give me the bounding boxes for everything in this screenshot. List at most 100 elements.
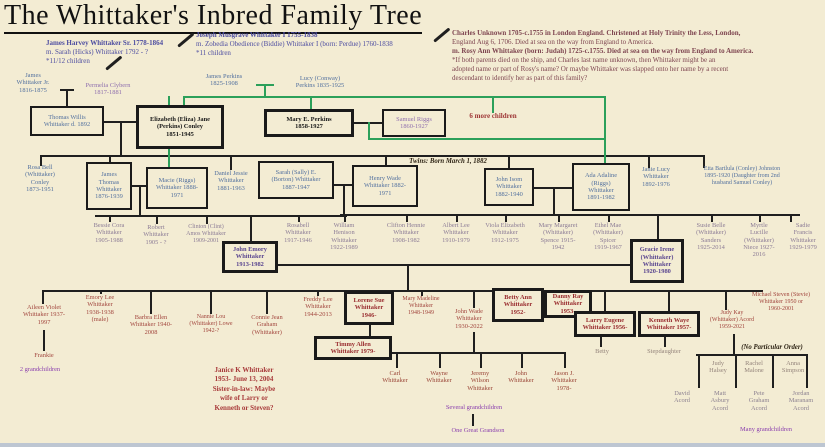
connector-line xyxy=(473,332,475,352)
connector-line xyxy=(40,155,42,166)
connector-line xyxy=(759,214,761,222)
danny-ray-whittaker: Danny Ray Whittaker 1953- xyxy=(544,290,592,318)
freddy-lee-whittaker: Freddy Lee Whittaker 1944-2013 xyxy=(303,296,333,318)
john-whittaker: John Whittaker xyxy=(508,370,534,385)
larry-eugene-whittaker: Larry Eugene Whittaker 1956- xyxy=(574,311,636,337)
rachel-malone: Rachel Malone xyxy=(744,360,764,375)
thomas-willis-whittaker: Thomas Willis Whittaker d. 1892 xyxy=(30,106,104,136)
clinton-amos-whittaker: Clinton (Clint) Amos Whittaker 1909-2001 xyxy=(186,224,226,244)
barbra-ellen-whittaker: Barbra Ellen Whittaker 1940- 2008 xyxy=(129,314,173,336)
john-wade-whittaker: John Wade Whittaker 1930-2022 xyxy=(455,308,483,330)
connector-line xyxy=(95,215,347,217)
green-connector-line xyxy=(264,84,266,96)
note-many-grandchildren: Many grandchildren xyxy=(740,426,792,433)
janie-lucy-whittaker: Janie Lucy Whittaker 1892-1976 xyxy=(642,166,670,188)
connector-line xyxy=(340,214,800,216)
anna-simpson: Anna Simpson xyxy=(781,360,805,375)
green-connector-line xyxy=(183,96,185,105)
connector-line xyxy=(558,214,560,222)
note-joseph-musgrave: Joseph Musgrave Whittaker I 1755-1838 m. … xyxy=(196,31,393,58)
jordan-maranam-acord: Jordan Maranam Acord xyxy=(788,390,814,412)
david-acord: David Acord xyxy=(674,390,690,405)
elizabeth-jane-conley: Elizabeth (Eliza) Jane (Perkins) Conley 18… xyxy=(136,105,224,149)
michael-steven-whittaker: Michael Steven (Stevie) Whittaker 1950 or… xyxy=(752,292,810,312)
note-no-particular-order: (No Particular Order) xyxy=(741,344,803,351)
henry-wade-whittaker: Henry Wade Whittaker 1882- 1971 xyxy=(352,165,418,207)
susie-belle-sanders: Susie Belle (Whittaker) Sanders 1925-2014 xyxy=(696,222,726,252)
rosa-bell-conley: Rosa Bell (Whittaker) Conley 1873-1951 xyxy=(25,164,55,194)
bottom-edge-strip xyxy=(0,443,825,447)
connector-line xyxy=(790,214,792,222)
connector-line xyxy=(521,352,523,368)
macie-riggs-whittaker: Macie (Riggs) Whittaker 1888- 1971 xyxy=(146,167,208,209)
james-thomas-whittaker: James Thomas Whittaker 1876-1939 xyxy=(86,162,132,210)
connector-line xyxy=(317,290,319,296)
timmy-allen-whittaker: Timmy Allen Whittaker 1979- xyxy=(314,336,392,360)
connector-line xyxy=(456,214,458,222)
connector-line xyxy=(711,214,713,222)
viola-elizabeth-whittaker: Viola Elizabeth Whittaker 1912-1975 xyxy=(485,222,525,244)
carl-whittaker: Carl Whittaker xyxy=(382,370,408,385)
note-one-great-grandson: One Great Grandson xyxy=(451,427,505,434)
note-several-grandchildren: Several grandchildren xyxy=(445,404,503,411)
connector-line xyxy=(230,155,232,170)
etta-bartlula-johnston: Etta Bartlula (Conley) Johnston 1895-1920… xyxy=(703,166,781,186)
lorene-sue-whittaker: Lorene Sue Whittaker 1946- xyxy=(344,291,394,325)
connector-line xyxy=(735,354,737,388)
note-janice: Janice K Whittaker 1953- June 13, 2004 Sis… xyxy=(212,366,276,412)
connector-line xyxy=(564,352,566,368)
connector-line xyxy=(648,155,650,168)
connector-line xyxy=(278,264,630,266)
stepdaughter: Stepdaughter xyxy=(647,348,681,355)
connector-line xyxy=(553,187,555,214)
rosabell-whittaker: Rosabell Whittaker 1917-1946 xyxy=(284,222,312,244)
connector-line xyxy=(250,215,252,241)
connector-line xyxy=(392,352,566,354)
note-charles-unknown: Charles Unknown 1705-c.1755 in London En… xyxy=(452,29,754,82)
connector-line xyxy=(505,214,507,222)
connector-line xyxy=(698,354,700,388)
connector-line xyxy=(696,354,808,356)
judy-kay-acord: Judy Kay (Whittaker) Acord 1959-2021 xyxy=(709,310,755,330)
pete-graham-acord: Pete Graham Acord xyxy=(748,390,770,412)
connector-line xyxy=(109,215,111,222)
connector-line xyxy=(508,155,510,168)
green-connector-line xyxy=(183,96,604,98)
connector-line xyxy=(298,215,300,222)
connector-line xyxy=(385,155,387,165)
wayne-whittaker: Wayne Whittaker xyxy=(426,370,452,385)
jeremy-wilson-whittaker: Jeremy Wilson Whittaker xyxy=(467,370,493,392)
connector-line xyxy=(608,214,610,222)
nannie-lou-lowe: Nannie Lou (Whittaker) Lowe 1942-? xyxy=(189,314,233,334)
connector-line xyxy=(206,215,208,224)
permelia-clybern: Permelia Clybern 1817-1881 xyxy=(85,82,131,97)
green-connector-line xyxy=(368,138,604,140)
connector-line xyxy=(600,337,602,347)
green-connector-line xyxy=(310,96,312,109)
green-connector-line xyxy=(492,96,494,113)
connector-line xyxy=(109,155,111,162)
connector-line xyxy=(733,334,735,354)
connector-line xyxy=(657,214,659,239)
connector-line xyxy=(42,290,44,304)
connector-line xyxy=(668,290,670,311)
connector-line xyxy=(439,352,441,368)
connie-jean-graham: Connie Jean Graham (Whittaker) xyxy=(251,314,283,336)
connector-line xyxy=(40,155,705,157)
connector-line xyxy=(472,414,474,426)
samuel-riggs: Samuel Riggs 1860-1927 xyxy=(382,109,446,137)
note-2-grandchildren: 2 grandchildren xyxy=(19,366,61,373)
william-henison-whittaker: William Henison Whittaker 1922-1989 xyxy=(330,222,358,252)
clifton-hennie-whittaker: Clifton Hennie Whittaker 1908-1982 xyxy=(386,222,426,244)
bessie-cora-whittaker: Bessie Cora Whittaker 1905-1988 xyxy=(93,222,125,244)
james-perkins: James Perkins 1825-1908 xyxy=(205,73,243,88)
connector-line xyxy=(421,290,423,296)
connector-line xyxy=(664,337,666,347)
ada-adaline-whittaker: Ada Adaline (Riggs) Whittaker 1891-1982 xyxy=(572,163,630,211)
note-twins: Twins: Born March 1, 1882 xyxy=(409,158,487,165)
connector-line xyxy=(604,290,606,311)
betty-ann-whittaker: Betty Ann Whittaker 1952- xyxy=(492,288,544,322)
connector-line xyxy=(100,290,102,294)
connector-line xyxy=(344,215,346,222)
